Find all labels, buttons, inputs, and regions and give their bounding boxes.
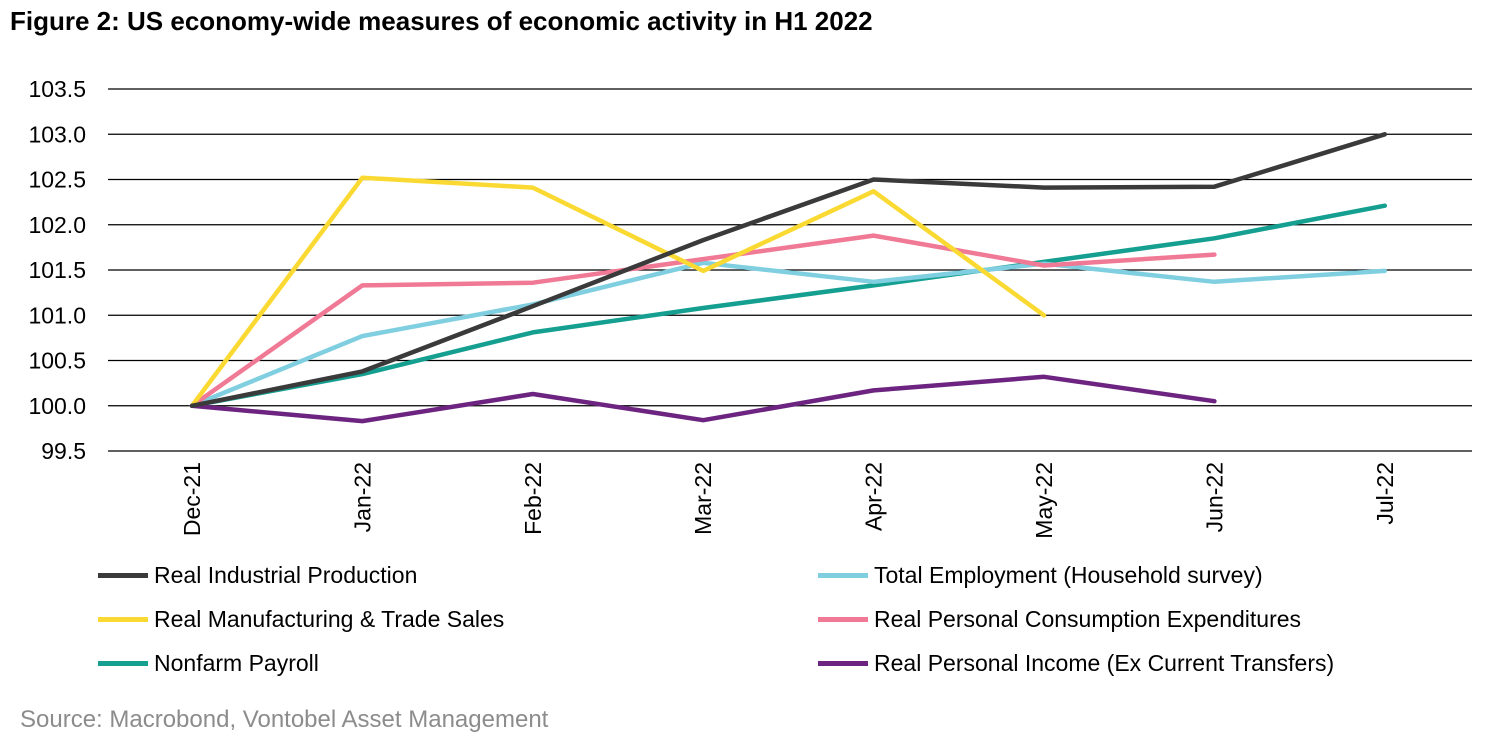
legend-swatch bbox=[818, 660, 868, 666]
legend-item: Nonfarm Payroll bbox=[98, 650, 319, 676]
x-axis: Dec-21 Jan-22 Feb-22 Mar-22 Apr-22 May-22 Jun-… bbox=[179, 462, 1398, 539]
y-tick-label: 100.5 bbox=[28, 348, 86, 374]
x-tick-label: Jan-22 bbox=[349, 462, 375, 532]
y-tick-label: 99.5 bbox=[41, 438, 86, 464]
legend-item: Real Personal Income (Ex Current Transfe… bbox=[818, 650, 1334, 676]
grid-lines bbox=[108, 88, 1472, 452]
y-tick-label: 103.0 bbox=[28, 121, 86, 147]
series-line-5 bbox=[189, 374, 1217, 424]
legend-label: Real Manufacturing & Trade Sales bbox=[154, 605, 505, 632]
legend-item: Total Employment (Household survey) bbox=[818, 562, 1263, 588]
series-lines bbox=[189, 132, 1388, 424]
legend-item: Real Industrial Production bbox=[98, 562, 417, 588]
x-tick-label: Mar-22 bbox=[690, 462, 716, 535]
y-tick-label: 101.0 bbox=[28, 302, 86, 328]
series-line-3 bbox=[189, 233, 1217, 409]
series-line-0 bbox=[189, 132, 1388, 409]
series-line-4 bbox=[189, 203, 1388, 409]
x-tick-label: Feb-22 bbox=[520, 462, 546, 535]
y-tick-label: 101.5 bbox=[28, 257, 86, 283]
x-tick-label: Jul-22 bbox=[1372, 462, 1398, 525]
y-tick-label: 100.0 bbox=[28, 393, 86, 419]
legend-item: Real Personal Consumption Expenditures bbox=[818, 606, 1301, 632]
legend-swatch bbox=[98, 660, 148, 666]
series-line-2 bbox=[189, 175, 1047, 409]
legend-swatch bbox=[818, 572, 868, 578]
legend-item: Real Manufacturing & Trade Sales bbox=[98, 606, 504, 632]
x-tick-label: May-22 bbox=[1031, 462, 1057, 539]
legend-label: Nonfarm Payroll bbox=[154, 649, 319, 676]
legend-label: Total Employment (Household survey) bbox=[874, 561, 1263, 588]
legend-swatch bbox=[98, 572, 148, 578]
series-line-1 bbox=[189, 260, 1388, 409]
x-tick-label: Jun-22 bbox=[1201, 462, 1227, 532]
source-note: Source: Macrobond, Vontobel Asset Manage… bbox=[20, 706, 549, 733]
x-tick-label: Apr-22 bbox=[861, 462, 887, 531]
legend-swatch bbox=[818, 616, 868, 622]
y-tick-label: 102.0 bbox=[28, 212, 86, 238]
legend-label: Real Personal Income (Ex Current Transfe… bbox=[874, 649, 1335, 676]
legend-swatch bbox=[98, 616, 148, 622]
y-tick-label: 103.5 bbox=[28, 76, 86, 102]
y-tick-label: 102.5 bbox=[28, 167, 86, 193]
y-axis: 99.5 100.0 100.5 101.0 101.5 102.0 102.5 103.0 1… bbox=[28, 76, 86, 464]
legend-label: Real Personal Consumption Expenditures bbox=[874, 605, 1302, 632]
legend-label: Real Industrial Production bbox=[154, 561, 418, 588]
chart-title: Figure 2: US economy-wide measures of ec… bbox=[10, 6, 873, 36]
x-tick-label: Dec-21 bbox=[179, 462, 205, 536]
